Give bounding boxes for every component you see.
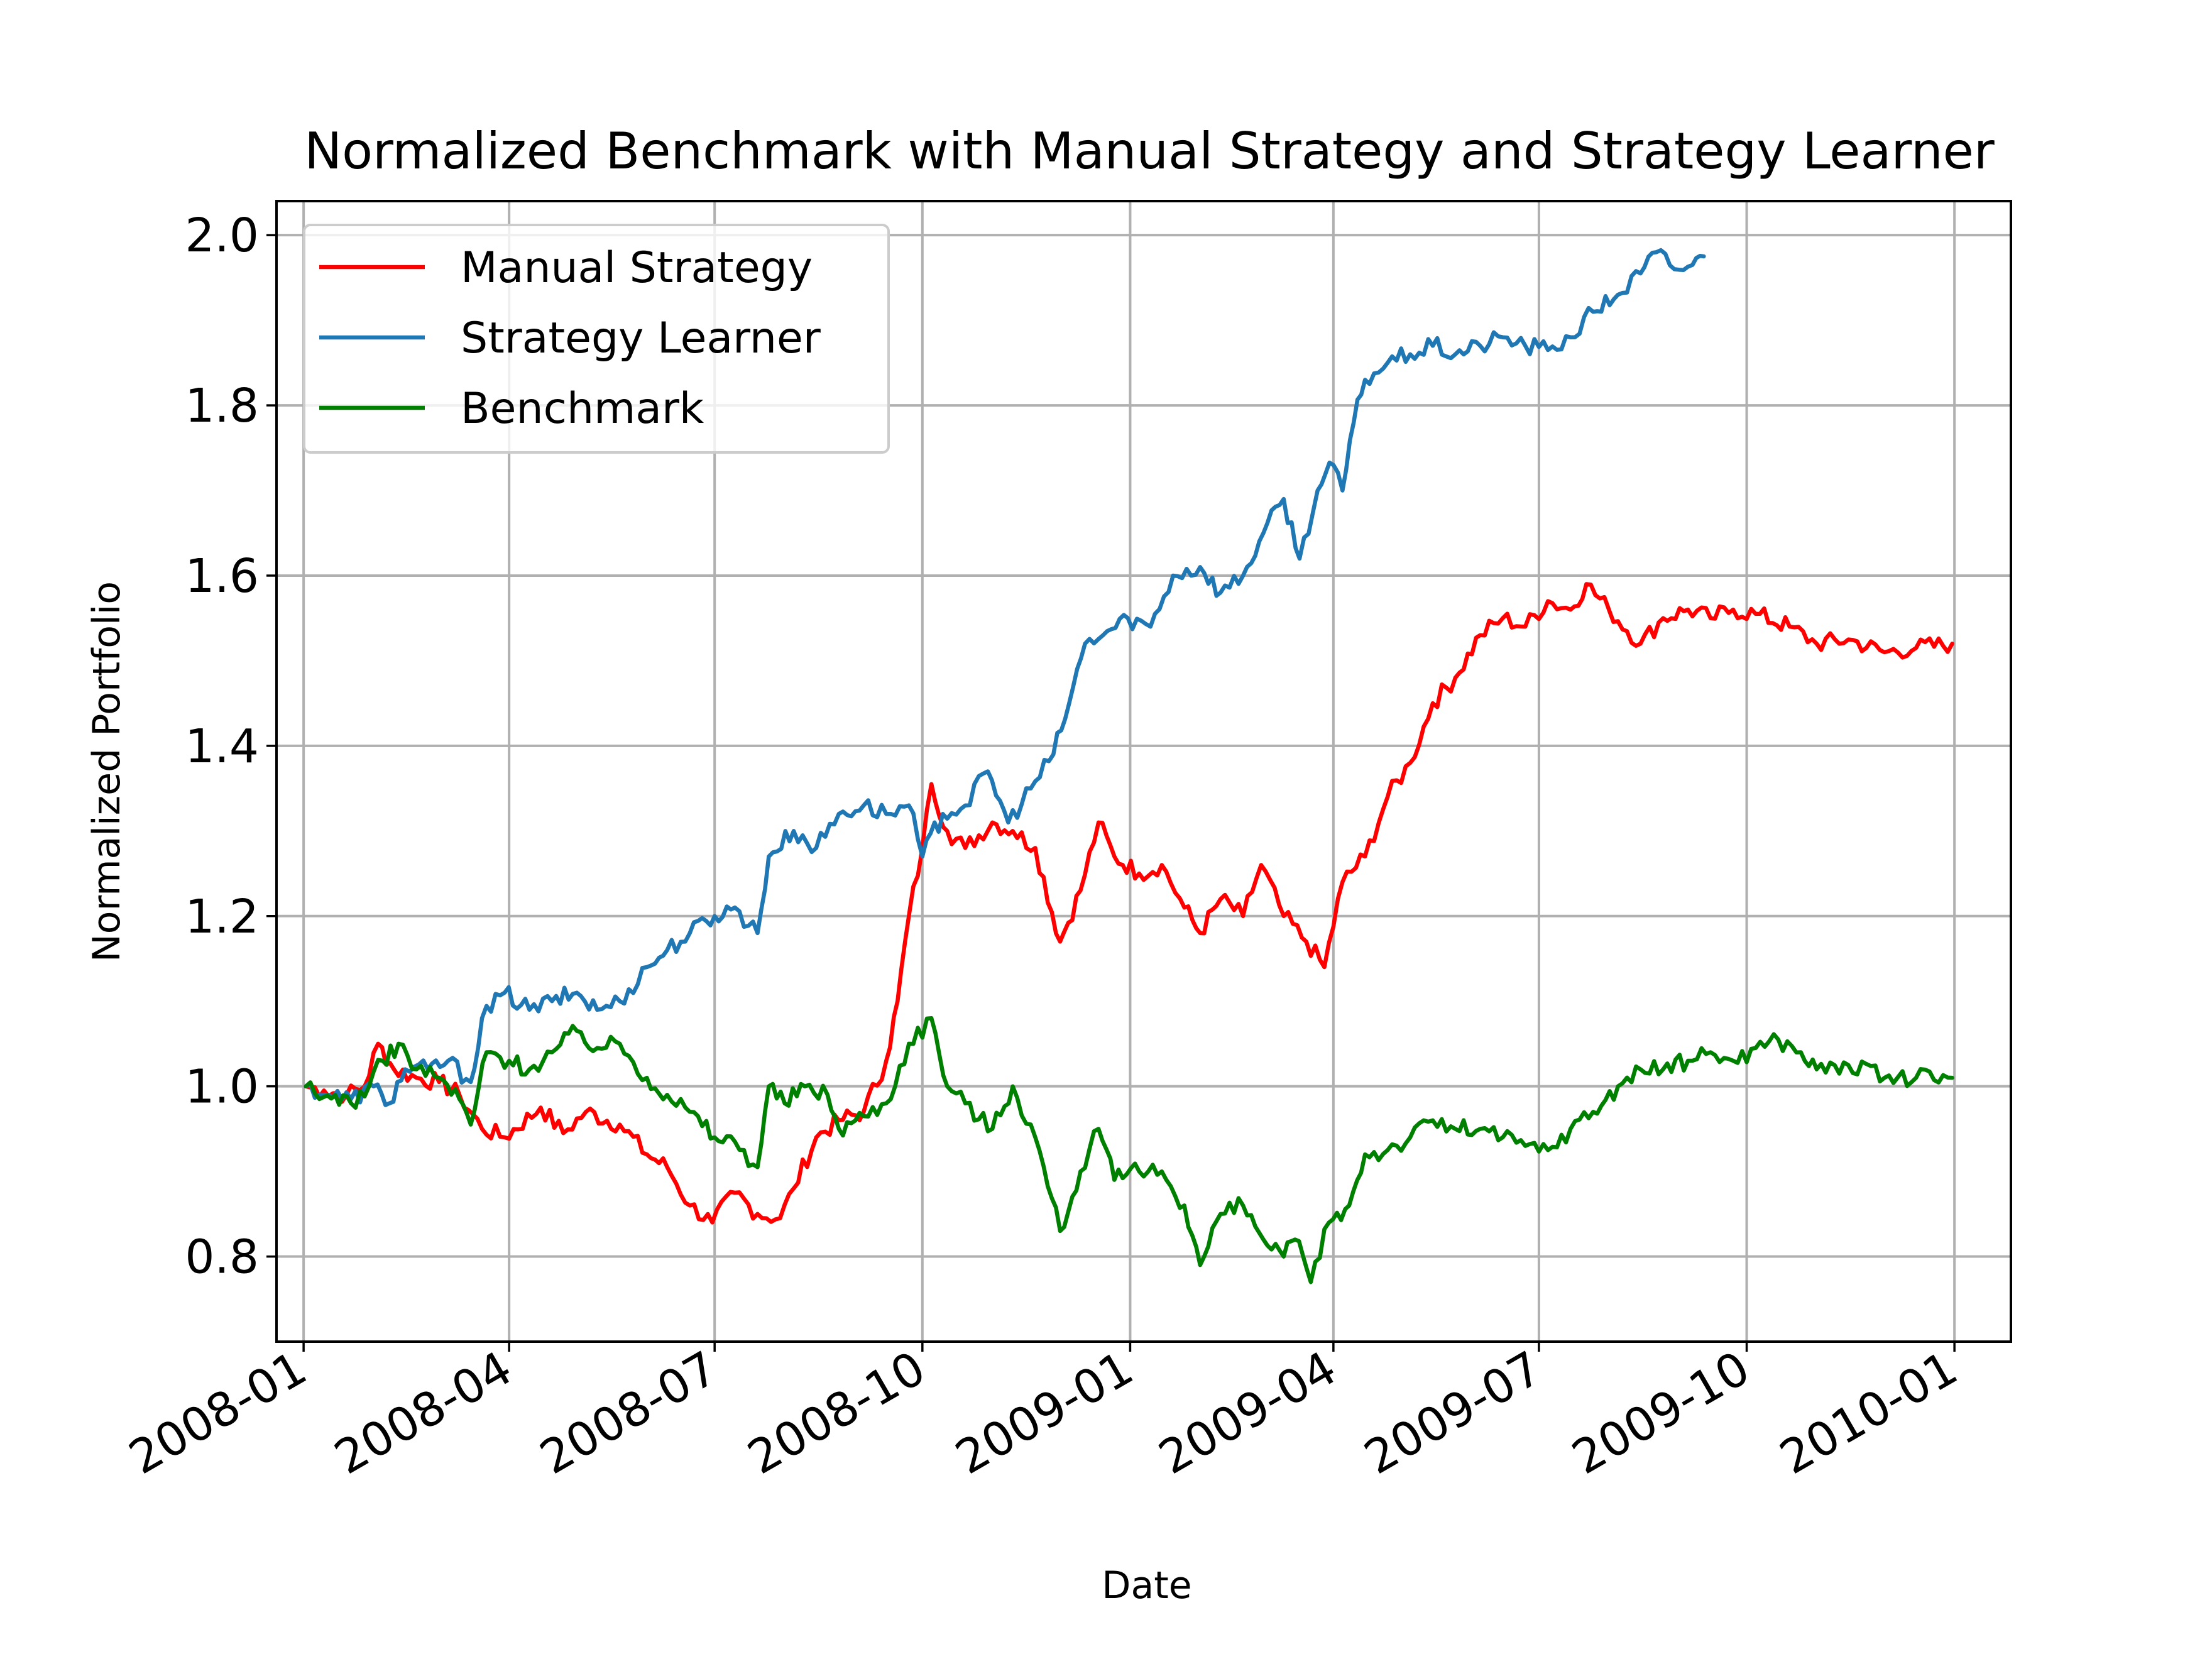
chart-title: Normalized Benchmark with Manual Strateg… [304, 122, 1995, 180]
legend-label: Benchmark [461, 384, 704, 434]
y-tick-label: 1.6 [185, 549, 259, 603]
y-tick-label: 2.0 [185, 209, 259, 263]
legend-label: Manual Strategy [461, 243, 813, 293]
y-tick-label: 1.2 [185, 890, 259, 944]
legend-frame [303, 224, 890, 454]
x-axis-label: Date [1102, 1563, 1191, 1607]
legend-label: Strategy Learner [461, 314, 821, 363]
series-layer [304, 248, 1954, 1284]
y-axis: 0.8 1.0 1.2 1.4 1.6 1.8 2.0 [185, 209, 276, 1284]
y-tick-label: 1.8 [185, 379, 259, 433]
y-tick-label: 1.4 [185, 720, 259, 774]
y-axis-label: Normalized Portfolio [85, 581, 129, 962]
y-tick-label: 1.0 [185, 1060, 259, 1114]
legend: Manual Strategy Strategy Learner Benchmark [303, 224, 890, 454]
y-tick-label: 0.8 [185, 1230, 259, 1284]
plot-area-frame [275, 200, 2012, 1343]
series-line-strategy-learner [304, 248, 1706, 1107]
series-line-manual-strategy [304, 582, 1954, 1225]
series-line-benchmark [304, 1016, 1954, 1284]
